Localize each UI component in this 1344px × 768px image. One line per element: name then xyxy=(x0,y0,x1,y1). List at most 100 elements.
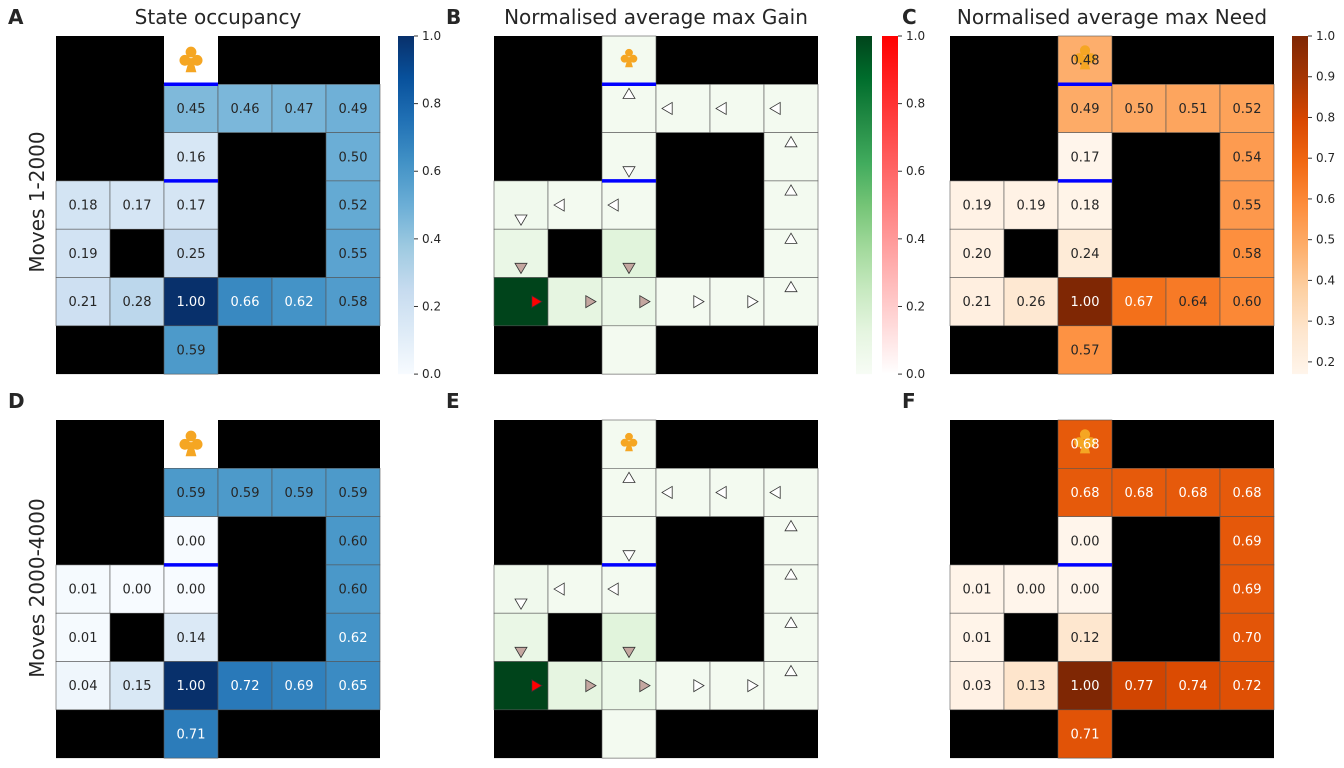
heatmap-cell xyxy=(325,84,381,133)
heatmap-cell xyxy=(601,325,657,375)
cell-value-label: 0.19 xyxy=(69,247,98,262)
policy-arrow-down xyxy=(514,598,528,610)
heatmap-cell xyxy=(55,612,111,662)
heatmap-cell xyxy=(1219,661,1275,711)
club-icon xyxy=(620,432,638,452)
heatmap-cell xyxy=(163,612,219,662)
cell-value-label: 0.68 xyxy=(1179,486,1208,501)
policy-arrow-up xyxy=(784,232,798,244)
heatmap-cell xyxy=(163,661,219,711)
cell-value-label: 0.01 xyxy=(963,631,992,646)
cell-value-label: 0.15 xyxy=(123,679,152,694)
cell-value-label: 0.52 xyxy=(339,199,368,214)
cell-value-label: 0.64 xyxy=(1179,295,1208,310)
policy-arrow-right xyxy=(693,294,705,309)
cell-value-label: 0.00 xyxy=(177,534,206,549)
cell-value-label: 0.12 xyxy=(1071,631,1100,646)
heatmap-cell xyxy=(1111,277,1167,327)
cell-value-label: 0.28 xyxy=(123,295,152,310)
heatmap-cell xyxy=(1219,516,1275,566)
heatmap-cell xyxy=(271,661,327,711)
heatmap-cell xyxy=(163,467,219,517)
heatmap-cell xyxy=(949,564,1005,614)
colorbar-tick-label: 0.2 xyxy=(1316,355,1335,369)
cell-value-label: 0.00 xyxy=(177,583,206,598)
heatmap-cell xyxy=(325,467,381,517)
cell-value-label: 0.17 xyxy=(177,199,206,214)
cell-value-label: 0.59 xyxy=(285,486,314,501)
policy-arrow-right xyxy=(531,678,543,693)
heatmap-cell xyxy=(325,661,381,711)
cell-value-label: 0.70 xyxy=(1233,631,1262,646)
heatmap-cell xyxy=(163,228,219,278)
heatmap-cell xyxy=(163,564,219,614)
cell-value-label: 0.69 xyxy=(285,679,314,694)
cell-value-label: 0.62 xyxy=(339,631,368,646)
heatmap-cell xyxy=(55,228,111,278)
policy-arrow-right xyxy=(531,294,543,309)
heatmap-cell xyxy=(1165,84,1221,133)
policy-arrow-down xyxy=(622,646,636,659)
colorbar-tick-label: 0.3 xyxy=(1316,314,1335,328)
cell-value-label: 0.00 xyxy=(1071,583,1100,598)
colorbar-tick-label: 1.0 xyxy=(906,29,925,43)
cell-value-label: 0.51 xyxy=(1179,102,1208,117)
heatmap-cell xyxy=(325,277,381,327)
heatmap-cell xyxy=(325,516,381,566)
cell-value-label: 1.00 xyxy=(177,679,206,694)
cell-value-label: 0.01 xyxy=(69,583,98,598)
heatmap-cell xyxy=(217,467,273,517)
colorbar-tick-label: 1.0 xyxy=(422,29,441,43)
cell-value-label: 0.69 xyxy=(1233,583,1262,598)
heatmap-cell xyxy=(1219,564,1275,614)
heatmap-cell xyxy=(1165,467,1221,517)
cell-value-label: 0.19 xyxy=(963,199,992,214)
colorbar-tick-label: 0.9 xyxy=(1316,70,1335,84)
heatmap-cell xyxy=(949,661,1005,711)
cell-value-label: 0.47 xyxy=(285,102,314,117)
policy-arrow-right xyxy=(693,678,705,693)
cell-value-label: 0.03 xyxy=(963,679,992,694)
heatmap-cell xyxy=(1057,180,1113,230)
cell-value-label: 0.59 xyxy=(339,486,368,501)
colorbar-B: 0.0 0.2 0.4 0.6 0.8 1.0 xyxy=(856,29,925,381)
cell-value-label: 0.72 xyxy=(231,679,260,694)
cell-value-label: 0.65 xyxy=(339,679,368,694)
cell-value-label: 0.60 xyxy=(1233,295,1262,310)
cell-value-label: 0.21 xyxy=(963,295,992,310)
row-label-bottom: Moves 2000-4000 xyxy=(25,498,49,677)
cell-value-label: 0.20 xyxy=(963,247,992,262)
panel-letter: A xyxy=(8,5,24,29)
heatmap-cell xyxy=(1003,564,1059,614)
cell-value-label: 0.68 xyxy=(1125,486,1154,501)
heatmap-cell xyxy=(1057,564,1113,614)
panel-letter: E xyxy=(446,389,460,413)
policy-arrow-left xyxy=(553,582,565,596)
policy-arrow-down xyxy=(514,214,528,226)
panel-title: State occupancy xyxy=(135,5,302,29)
cell-value-label: 0.74 xyxy=(1179,679,1208,694)
heatmap-cell xyxy=(271,277,327,327)
heatmap-cell xyxy=(109,277,165,327)
policy-arrow-up xyxy=(784,280,798,293)
panel-title: Normalised average max Gain xyxy=(504,5,808,29)
cell-value-label: 0.57 xyxy=(1071,343,1100,358)
policy-arrow-right xyxy=(747,294,759,309)
cell-value-label: 0.59 xyxy=(177,343,206,358)
colorbar-C: 0.2 0.3 0.4 0.5 0.6 0.7 0.8 0.9 1.0 xyxy=(1292,29,1335,375)
club-icon xyxy=(1074,429,1096,454)
heatmap-cell xyxy=(1057,277,1113,327)
colorbar-tick-label: 0.2 xyxy=(422,299,441,313)
cell-value-label: 0.58 xyxy=(1233,247,1262,262)
heatmap-cell xyxy=(1057,612,1113,662)
cell-value-label: 0.67 xyxy=(1125,295,1154,310)
policy-arrow-left xyxy=(661,485,673,500)
policy-arrow-up xyxy=(784,135,798,148)
policy-arrow-right xyxy=(585,678,597,693)
policy-arrow-down xyxy=(622,262,636,275)
colorbar-A: 0.0 0.2 0.4 0.6 0.8 1.0 xyxy=(398,29,441,381)
heatmap-cell xyxy=(325,180,381,230)
heatmap-cell xyxy=(1219,277,1275,327)
heatmap-panel-C: C Normalised average max Need 0.48 0.49 0.50… xyxy=(902,5,1275,375)
colorbar-tick-label: 0.4 xyxy=(906,232,925,246)
